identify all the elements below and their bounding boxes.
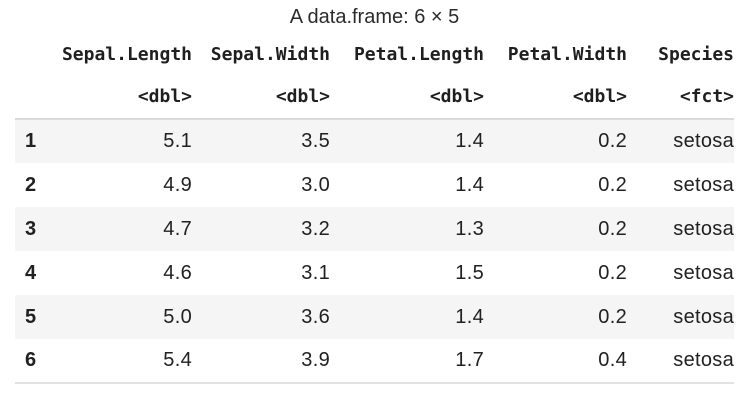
table-row: 1 5.1 3.5 1.4 0.2 setosa xyxy=(15,119,734,163)
row-label: 1 xyxy=(25,130,37,152)
row-label: 2 xyxy=(25,173,37,196)
row-label: 5 xyxy=(25,305,37,328)
table-row: 6 5.4 3.9 1.7 0.4 setosa xyxy=(15,339,734,383)
cell-sepal-width: 3.0 xyxy=(301,173,330,196)
row-label: 3 xyxy=(25,217,37,240)
column-type-sepal-length: <dbl> xyxy=(55,75,192,120)
cell-sepal-length: 4.7 xyxy=(163,217,192,240)
cell-species: setosa xyxy=(673,305,734,328)
header-row: Sepal.Length Sepal.Width Petal.Length Pe… xyxy=(15,34,734,75)
cell-petal-length: 1.4 xyxy=(455,305,484,328)
row-label: 6 xyxy=(25,349,37,371)
table-row: 5 5.0 3.6 1.4 0.2 setosa xyxy=(15,295,734,339)
column-header-sepal-width: Sepal.Width xyxy=(210,44,330,65)
column-type-petal-width: <dbl> xyxy=(484,75,627,120)
cell-sepal-width: 3.9 xyxy=(301,349,330,371)
cell-species: setosa xyxy=(673,217,734,240)
cell-sepal-width: 3.5 xyxy=(301,130,330,152)
corner-cell xyxy=(15,34,55,75)
cell-petal-width: 0.2 xyxy=(598,130,627,152)
type-row: <dbl> <dbl> <dbl> <dbl> <fct> xyxy=(15,75,734,120)
column-header-petal-width: Petal.Width xyxy=(507,44,627,65)
column-header-sepal-length: Sepal.Length xyxy=(61,44,192,65)
column-type-sepal-width: <dbl> xyxy=(192,75,330,120)
cell-species: setosa xyxy=(673,130,734,152)
row-label: 4 xyxy=(25,261,37,284)
cell-sepal-length: 5.1 xyxy=(163,130,192,152)
cell-petal-length: 1.5 xyxy=(455,261,484,284)
table-row: 3 4.7 3.2 1.3 0.2 setosa xyxy=(15,207,734,251)
table-row: 4 4.6 3.1 1.5 0.2 setosa xyxy=(15,251,734,295)
cell-sepal-width: 3.1 xyxy=(301,261,330,284)
cell-species: setosa xyxy=(673,349,734,371)
column-header-petal-length: Petal.Length xyxy=(353,44,484,65)
cell-petal-length: 1.7 xyxy=(455,349,484,371)
column-type-petal-length: <dbl> xyxy=(330,75,484,120)
column-type-species: <fct> xyxy=(627,75,734,120)
table-header: Sepal.Length Sepal.Width Petal.Length Pe… xyxy=(15,34,734,120)
cell-sepal-width: 3.6 xyxy=(301,305,330,328)
table-row: 2 4.9 3.0 1.4 0.2 setosa xyxy=(15,163,734,207)
cell-species: setosa xyxy=(673,261,734,284)
cell-species: setosa xyxy=(673,173,734,196)
cell-sepal-length: 4.9 xyxy=(163,173,192,196)
cell-petal-width: 0.2 xyxy=(598,261,627,284)
dataframe-table: A data.frame: 6 × 5 Sepal.Length Sepal.W… xyxy=(15,0,734,384)
cell-sepal-length: 5.4 xyxy=(163,349,192,371)
cell-sepal-width: 3.2 xyxy=(301,217,330,240)
cell-petal-width: 0.2 xyxy=(598,305,627,328)
cell-sepal-length: 5.0 xyxy=(163,305,192,328)
notebook-output-area: A data.frame: 6 × 5 Sepal.Length Sepal.W… xyxy=(15,0,734,384)
cell-petal-length: 1.4 xyxy=(455,130,484,152)
cell-petal-length: 1.4 xyxy=(455,173,484,196)
table-body: 1 5.1 3.5 1.4 0.2 setosa 2 4.9 3.0 1.4 0… xyxy=(15,119,734,383)
column-header-species: Species xyxy=(658,44,734,65)
cell-petal-width: 0.4 xyxy=(598,349,627,371)
cell-petal-length: 1.3 xyxy=(455,217,484,240)
table-caption: A data.frame: 6 × 5 xyxy=(289,6,460,28)
corner-cell xyxy=(15,75,55,120)
cell-petal-width: 0.2 xyxy=(598,173,627,196)
cell-petal-width: 0.2 xyxy=(598,217,627,240)
cell-sepal-length: 4.6 xyxy=(163,261,192,284)
